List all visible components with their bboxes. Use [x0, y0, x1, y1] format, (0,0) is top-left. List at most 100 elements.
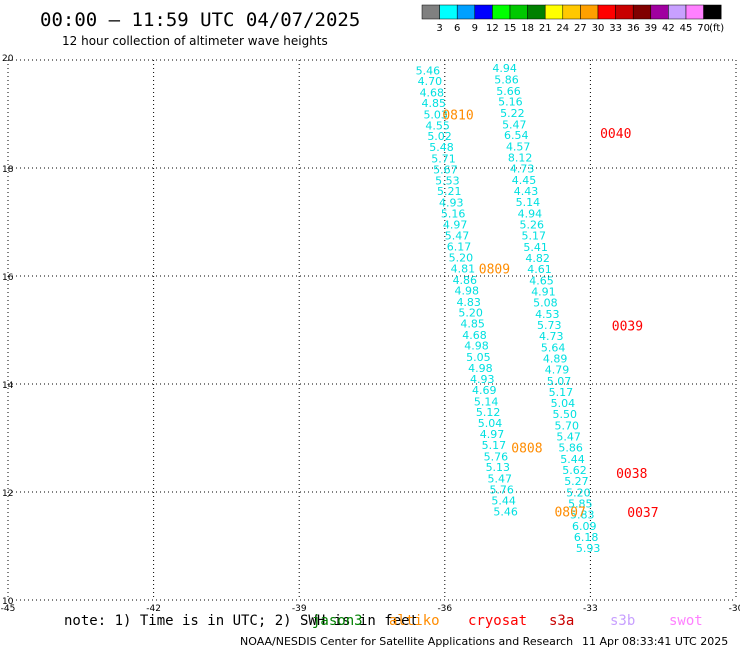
pass-time-label: 0040: [600, 127, 631, 142]
wave-height-label: 4.94: [492, 62, 517, 75]
pass-time-label: 0807: [554, 505, 585, 520]
wave-height-label: 4.73: [539, 330, 564, 343]
wave-height-label: 4.65: [529, 274, 554, 287]
colorbar-label: 21: [539, 23, 552, 34]
colorbar-swatch: [632, 4, 652, 20]
wave-height-label: 4.53: [535, 308, 560, 321]
wave-height-label: 4.94: [518, 207, 543, 220]
x-tick-label: -36: [437, 604, 452, 614]
wave-height-label: 4.43: [514, 185, 539, 198]
wave-height-label: 5.83: [570, 509, 595, 522]
colorbar-label: 70: [697, 23, 710, 34]
wave-height-label: 6.09: [572, 520, 597, 533]
wave-height-label: 5.21: [437, 185, 462, 198]
wave-height-label: 5.47: [556, 430, 581, 443]
wave-height-label: 5.20: [566, 487, 591, 500]
wave-height-label: 5.73: [537, 319, 562, 332]
wave-height-label: 4.69: [472, 384, 497, 397]
wave-height-label: 4.86: [453, 274, 478, 287]
wave-height-label: 4.85: [460, 318, 485, 331]
colorbar-unit: (ft): [709, 23, 724, 34]
legend-altiko: altiko: [389, 613, 440, 629]
colorbar-swatch: [580, 4, 599, 20]
legend-s3a: s3a: [549, 613, 574, 629]
legend-swot: swot: [669, 613, 703, 629]
wave-height-label: 5.46: [493, 505, 518, 518]
colorbar-label: 30: [592, 23, 605, 34]
colorbar-label: 3: [436, 23, 442, 34]
wave-height-label: 5.76: [484, 450, 509, 463]
wave-height-label: 6.18: [574, 531, 599, 544]
wave-height-label: 4.68: [462, 329, 487, 342]
colorbar-swatch: [544, 4, 564, 20]
wave-height-label: 4.68: [420, 86, 445, 99]
colorbar-label: 27: [574, 23, 587, 34]
grid: [7, 59, 737, 601]
wave-height-label: 5.41: [523, 241, 548, 254]
wave-height-label: 5.20: [458, 307, 483, 320]
plot-area: [8, 60, 736, 600]
wave-height-label: 5.44: [491, 495, 515, 508]
axis-ticks: 10 12 14 16 18 20 -45 -42 -39 -36 -33 -30: [1, 54, 740, 614]
x-tick-label: -42: [146, 604, 161, 614]
wave-height-label: 5.22: [500, 107, 525, 120]
wave-height-label: 5.20: [449, 252, 474, 265]
wave-height-label: 4.61: [527, 263, 552, 276]
colorbar-swatch: [615, 4, 634, 20]
wave-height-label: 5.08: [533, 296, 558, 309]
pass-time-label: 0810: [442, 109, 473, 124]
colorbar: 3 6 9 12 15 18 21 24 27 30 33 36 39 42 45 70 (ft): [421, 4, 724, 34]
x-tick-label: -33: [583, 604, 598, 614]
legend-cryosat: cryosat: [468, 613, 527, 629]
y-tick-label: 14: [2, 381, 14, 391]
wave-height-label: 5.44: [560, 453, 585, 466]
legend-s3b: s3b: [610, 613, 635, 629]
wave-height-label: 4.79: [545, 363, 570, 376]
data-labels: 5.464.704.684.855.034.555.025.485.715.67…: [416, 62, 601, 555]
colorbar-label: 6: [454, 23, 460, 34]
wave-height-label: 4.70: [418, 75, 443, 88]
wave-height-label: 5.64: [541, 341, 566, 354]
y-tick-label: 20: [2, 54, 14, 64]
colorbar-label: 15: [504, 23, 517, 34]
pass-time-label: 0039: [612, 320, 643, 335]
chart-title: 00:00 – 11:59 UTC 04/07/2025: [40, 9, 360, 31]
y-tick-label: 12: [2, 489, 13, 499]
wave-height-label: 4.98: [455, 285, 480, 298]
colorbar-label: 39: [644, 23, 657, 34]
wave-height-label: 5.02: [427, 130, 452, 143]
wave-height-label: 5.04: [551, 397, 576, 410]
colorbar-label: 45: [680, 23, 693, 34]
wave-height-label: 5.50: [553, 408, 578, 421]
colorbar-label: 12: [486, 23, 499, 34]
legend-jason3: jason3: [312, 613, 363, 629]
wave-height-label: 5.07: [547, 375, 572, 388]
pass-time-label: 0037: [627, 506, 658, 521]
wave-height-label: 6.54: [504, 129, 529, 142]
wave-height-label: 6.17: [447, 240, 472, 253]
wave-height-label: 4.93: [439, 197, 464, 210]
wave-height-label: 5.14: [474, 395, 499, 408]
colorbar-label: 18: [521, 23, 534, 34]
wave-height-label: 4.97: [480, 428, 505, 441]
wave-height-label: 5.12: [476, 406, 501, 419]
wave-height-label: 4.81: [451, 262, 476, 275]
wave-height-label: 5.76: [489, 483, 514, 496]
wave-height-label: 5.47: [488, 473, 513, 486]
wave-height-label: 4.57: [506, 140, 531, 153]
colorbar-label: 42: [662, 23, 675, 34]
wave-height-label: 5.47: [502, 118, 527, 131]
wave-height-label: 5.26: [520, 219, 545, 232]
colorbar-swatch: [650, 4, 669, 20]
footer-timestamp: 11 Apr 08:33:41 UTC 2025: [582, 635, 728, 648]
colorbar-label: 36: [627, 23, 640, 34]
y-tick-label: 16: [2, 273, 14, 283]
wave-height-label: 5.53: [435, 174, 460, 187]
wave-height-label: 4.82: [525, 252, 550, 265]
colorbar-swatch: [527, 4, 546, 20]
wave-height-label: 5.62: [562, 464, 587, 477]
wave-height-label: 5.17: [549, 386, 574, 399]
colorbar-label: 9: [472, 23, 478, 34]
wave-height-label: 5.17: [521, 230, 546, 243]
